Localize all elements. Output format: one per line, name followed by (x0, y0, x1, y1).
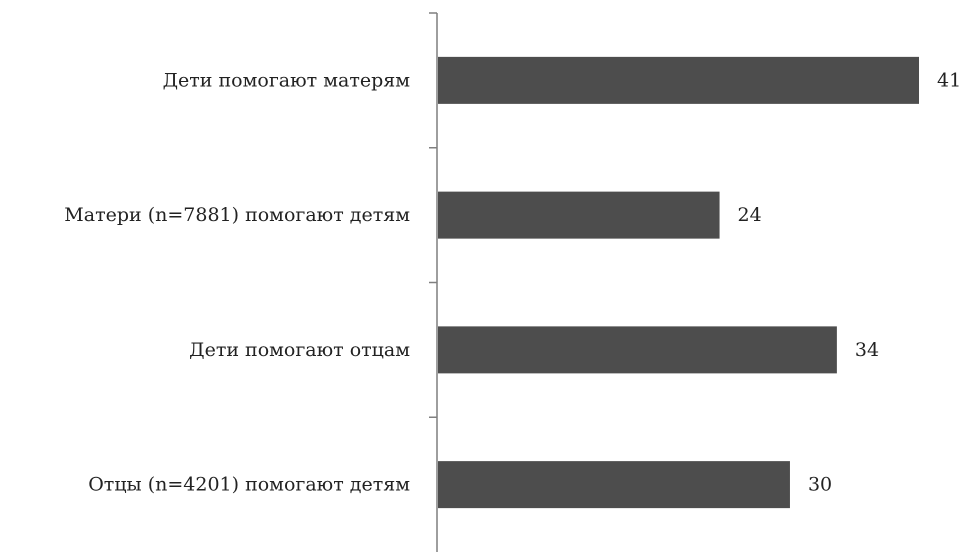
y-axis-ticks (429, 12, 437, 418)
value-labels: 41 24 34 30 (738, 69, 962, 495)
bars (438, 56, 919, 509)
bar (438, 461, 790, 509)
category-label: Матери (n=7881) помогают детям (64, 204, 410, 226)
bar (438, 326, 837, 374)
category-label: Дети помогают матерям (163, 69, 411, 91)
bar (438, 191, 720, 239)
data-label: 30 (808, 474, 832, 496)
category-label: Дети помогают отцам (189, 339, 410, 361)
category-label: Отцы (n=4201) помогают детям (88, 474, 410, 496)
data-label: 24 (738, 204, 762, 226)
bar (438, 56, 919, 104)
data-label: 41 (937, 69, 961, 91)
category-labels: Дети помогают матерям Матери (n=7881) пом… (64, 69, 410, 495)
data-label: 34 (855, 339, 879, 361)
